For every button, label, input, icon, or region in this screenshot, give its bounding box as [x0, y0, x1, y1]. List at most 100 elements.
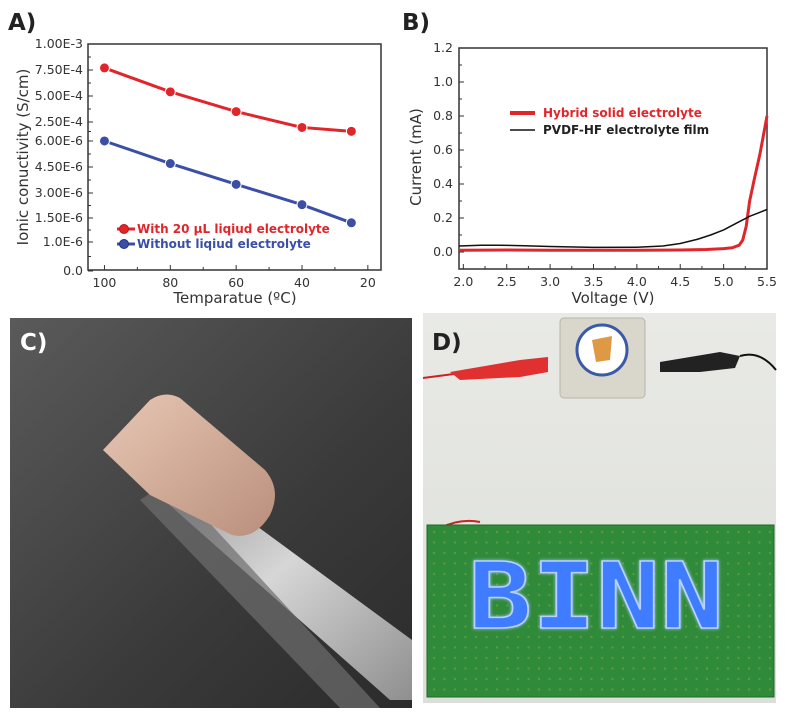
pcb-hole [474, 562, 478, 565]
pcb-hole [611, 667, 614, 670]
pcb-hole [684, 646, 688, 649]
pcb-hole [737, 604, 740, 607]
pcb-hole [453, 677, 457, 681]
pcb-hole [611, 572, 614, 576]
pcb-hole [653, 562, 656, 565]
pcb-hole [464, 688, 467, 691]
pcb-hole [485, 593, 488, 597]
pcb-hole [663, 530, 667, 534]
pcb-hole [485, 604, 488, 607]
pcb-hole [443, 677, 446, 681]
pcb-hole [768, 541, 772, 544]
pcb-hole [684, 667, 688, 670]
pcb-hole [548, 614, 551, 618]
pcb-hole [432, 646, 436, 649]
chart-a-xlabel: Temparatue (ºC) [172, 289, 296, 307]
chart-b-plot-frame [458, 47, 768, 270]
pcb-hole [621, 541, 625, 544]
pcb-hole [758, 572, 761, 576]
pcb-hole [558, 593, 562, 597]
pcb-hole [663, 677, 667, 681]
logo-mark [592, 336, 612, 362]
pcb-hole [506, 604, 509, 607]
pcb-hole [632, 551, 635, 555]
led-text: BINN [468, 543, 724, 650]
pcb-hole [621, 614, 625, 618]
pcb-hole [516, 572, 520, 576]
pcb-hole [768, 625, 772, 628]
pcb-hole [642, 625, 646, 628]
chart-a-data-point [296, 199, 308, 211]
pcb-hole [600, 583, 604, 586]
pcb-hole [432, 604, 436, 607]
pcb-hole [653, 593, 656, 597]
pcb-hole [600, 562, 604, 565]
pcb-hole [768, 551, 772, 555]
pcb-hole [474, 688, 478, 691]
chart-b-series-line-1 [458, 115, 769, 252]
pcb-hole [716, 688, 719, 691]
pcb-hole [663, 604, 667, 607]
pcb-hole [716, 572, 719, 576]
pcb-hole [747, 572, 751, 576]
pcb-hole [653, 667, 656, 670]
legend-a-blue-marker [119, 239, 129, 249]
pcb-hole [642, 593, 646, 597]
pcb-hole [632, 656, 635, 660]
pcb-hole [632, 541, 635, 544]
pcb-hole [663, 625, 667, 628]
chart-a-y-tick-label: 4.50E-6 [35, 159, 83, 174]
pcb-hole [758, 625, 761, 628]
electrolyte-film [103, 394, 275, 536]
pcb-hole [537, 625, 541, 628]
pcb-hole [548, 677, 551, 681]
pcb-hole [758, 604, 761, 607]
pcb-hole [506, 541, 509, 544]
pcb-hole [621, 635, 625, 639]
pcb-hole [747, 667, 751, 670]
pcb-hole [726, 541, 730, 544]
pcb-hole [684, 625, 688, 628]
pcb-hole [684, 530, 688, 534]
pcb-hole [768, 583, 772, 586]
pcb-hole [443, 604, 446, 607]
pcb-hole [600, 541, 604, 544]
pcb-hole [537, 583, 541, 586]
pcb-hole [674, 541, 677, 544]
pcb-hole [611, 656, 614, 660]
pcb-hole [716, 604, 719, 607]
pcb-hole [558, 656, 562, 660]
pcb-hole [579, 656, 583, 660]
pcb-hole [632, 667, 635, 670]
pcb-hole [527, 656, 530, 660]
pcb-hole [695, 551, 698, 555]
pcb-hole [432, 688, 436, 691]
pcb-hole [642, 688, 646, 691]
pcb-hole [485, 635, 488, 639]
pcb-hole [590, 677, 593, 681]
chart-b: Voltage (V) Current (mA) 2.0 2.5 3.0 3.5 4.0… [407, 40, 777, 307]
pcb-hole [506, 646, 509, 649]
pcb-hole [705, 593, 709, 597]
pcb-hole [642, 646, 646, 649]
pcb-hole [485, 646, 488, 649]
pcb-hole [527, 572, 530, 576]
pcb-hole [569, 541, 572, 544]
pcb-hole [443, 530, 446, 534]
pcb-hole [474, 677, 478, 681]
photo-d: BINN D) [422, 313, 777, 703]
pcb-hole [768, 604, 772, 607]
pcb-hole [768, 667, 772, 670]
pcb-hole [684, 551, 688, 555]
pcb-hole [716, 667, 719, 670]
pcb-hole [464, 541, 467, 544]
pcb-hole [695, 593, 698, 597]
pcb-hole [705, 530, 709, 534]
pcb-hole [705, 625, 709, 628]
pcb-hole [747, 604, 751, 607]
pcb-hole [432, 562, 436, 565]
pcb-hole [432, 625, 436, 628]
pcb-hole [653, 541, 656, 544]
pcb-hole [674, 677, 677, 681]
